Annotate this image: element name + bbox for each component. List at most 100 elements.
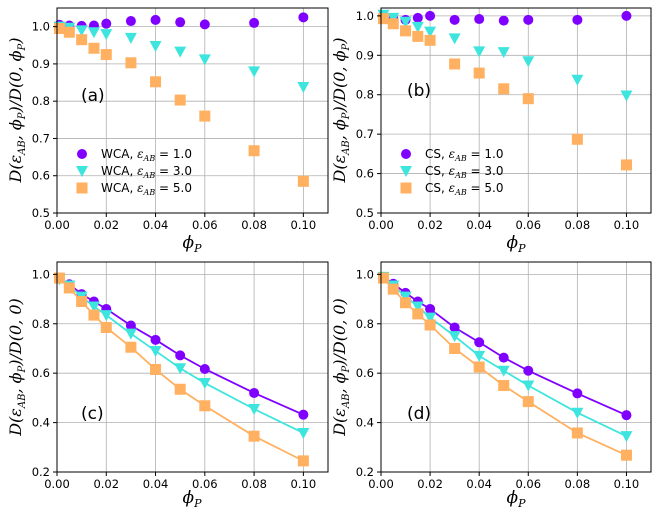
data-point xyxy=(199,400,211,412)
data-point xyxy=(198,54,211,66)
plot-frame xyxy=(56,7,329,214)
data-point xyxy=(473,67,485,79)
panel-label: (c) xyxy=(81,404,104,424)
legend-marker xyxy=(400,182,412,194)
y-tick-label: 0.8 xyxy=(32,94,50,108)
series-2 xyxy=(377,9,633,102)
data-point xyxy=(497,365,510,377)
legend-label: WCA, εAB = 5.0 xyxy=(101,181,192,197)
data-point xyxy=(175,350,186,361)
x-tick-label: 0.10 xyxy=(614,477,640,491)
data-point xyxy=(572,14,583,25)
legend-marker xyxy=(77,149,87,159)
data-point xyxy=(100,310,113,322)
x-tick-label: 0.10 xyxy=(291,218,317,232)
x-tick-label: 0.00 xyxy=(368,218,394,232)
data-point xyxy=(248,66,261,78)
data-point xyxy=(75,25,88,37)
x-tick-label: 0.02 xyxy=(417,477,443,491)
data-point xyxy=(399,291,412,303)
x-axis-label: ϕP xyxy=(183,488,203,510)
data-point xyxy=(620,90,633,102)
data-point xyxy=(448,33,461,45)
panel-a: 0.00 0.02 0.04 0.06 0.08 0.10 0.5 0.6 0.7 0.8 0.9 1… xyxy=(6,7,329,255)
data-point xyxy=(411,21,424,33)
legend-item: WCA, εAB = 5.0 xyxy=(76,181,192,197)
x-tick-label: 0.02 xyxy=(417,218,443,232)
data-point xyxy=(412,308,424,320)
data-point xyxy=(621,410,632,421)
data-point xyxy=(473,46,486,58)
data-point xyxy=(297,82,310,94)
data-point xyxy=(124,328,137,340)
y-axis-label: D(εAB, ϕP)/D(0, ϕP) xyxy=(330,38,352,184)
series-1 xyxy=(54,273,309,420)
x-tick-label: 0.08 xyxy=(241,218,267,232)
series-3 xyxy=(53,23,309,187)
x-tick-label: 0.08 xyxy=(241,477,267,491)
y-tick-label: 0.6 xyxy=(356,366,374,380)
y-tick-label: 0.8 xyxy=(356,317,374,331)
series-3 xyxy=(53,272,309,467)
data-point xyxy=(522,56,535,68)
data-point xyxy=(522,93,534,105)
data-point xyxy=(150,76,162,88)
legend-label: CS, εAB = 3.0 xyxy=(425,164,504,180)
data-point xyxy=(449,342,461,354)
data-point xyxy=(474,337,485,348)
plot-frame xyxy=(56,261,329,473)
x-tick-label: 0.02 xyxy=(93,218,119,232)
x-tick-label: 0.06 xyxy=(192,477,218,491)
plot-frame xyxy=(380,7,652,214)
plot-frame xyxy=(380,261,652,473)
grid xyxy=(380,262,651,473)
y-tick-label: 0.7 xyxy=(32,131,50,145)
data-point xyxy=(400,297,412,309)
data-point xyxy=(571,133,583,145)
data-point xyxy=(125,16,136,27)
x-tick-label: 0.08 xyxy=(565,477,591,491)
data-point xyxy=(100,321,112,333)
data-point xyxy=(377,13,389,25)
data-point xyxy=(412,12,423,23)
x-tick-label: 0.04 xyxy=(466,218,492,232)
x-tick-label: 0.02 xyxy=(93,477,119,491)
data-point xyxy=(497,47,510,59)
legend-label: CS, εAB = 5.0 xyxy=(425,181,504,197)
legend-label: WCA, εAB = 3.0 xyxy=(101,164,192,180)
data-point xyxy=(125,320,136,331)
y-axis-label: D(εAB, ϕP)/D(0, 0) xyxy=(330,298,352,437)
data-point xyxy=(298,12,309,23)
legend-item: CS, εAB = 3.0 xyxy=(400,164,504,180)
data-point xyxy=(297,427,310,439)
y-tick-label: 0.5 xyxy=(356,206,374,220)
data-point xyxy=(125,57,137,69)
data-point xyxy=(76,34,88,46)
data-point xyxy=(174,94,186,106)
y-tick-label: 0.9 xyxy=(356,48,374,62)
data-point xyxy=(620,159,632,171)
data-point xyxy=(297,455,309,467)
data-marks xyxy=(377,9,633,171)
y-tick-label: 0.6 xyxy=(32,169,50,183)
data-point xyxy=(571,427,583,439)
legend-item: CS, εAB = 1.0 xyxy=(401,147,504,163)
data-point xyxy=(411,301,424,313)
data-point xyxy=(87,27,100,39)
legend-marker xyxy=(76,166,88,177)
legend-item: WCA, εAB = 1.0 xyxy=(77,147,192,163)
data-point xyxy=(63,26,75,38)
x-tick-label: 0.00 xyxy=(44,477,70,491)
data-point xyxy=(150,363,162,375)
data-point xyxy=(449,322,460,333)
data-marks xyxy=(53,272,310,467)
y-tick-label: 0.8 xyxy=(32,317,50,331)
data-point xyxy=(150,14,161,25)
data-point xyxy=(53,272,65,284)
data-point xyxy=(424,319,436,331)
data-point xyxy=(449,14,460,25)
data-point xyxy=(150,334,161,345)
x-tick-label: 0.04 xyxy=(466,477,492,491)
data-point xyxy=(199,363,210,374)
data-point xyxy=(412,30,424,42)
